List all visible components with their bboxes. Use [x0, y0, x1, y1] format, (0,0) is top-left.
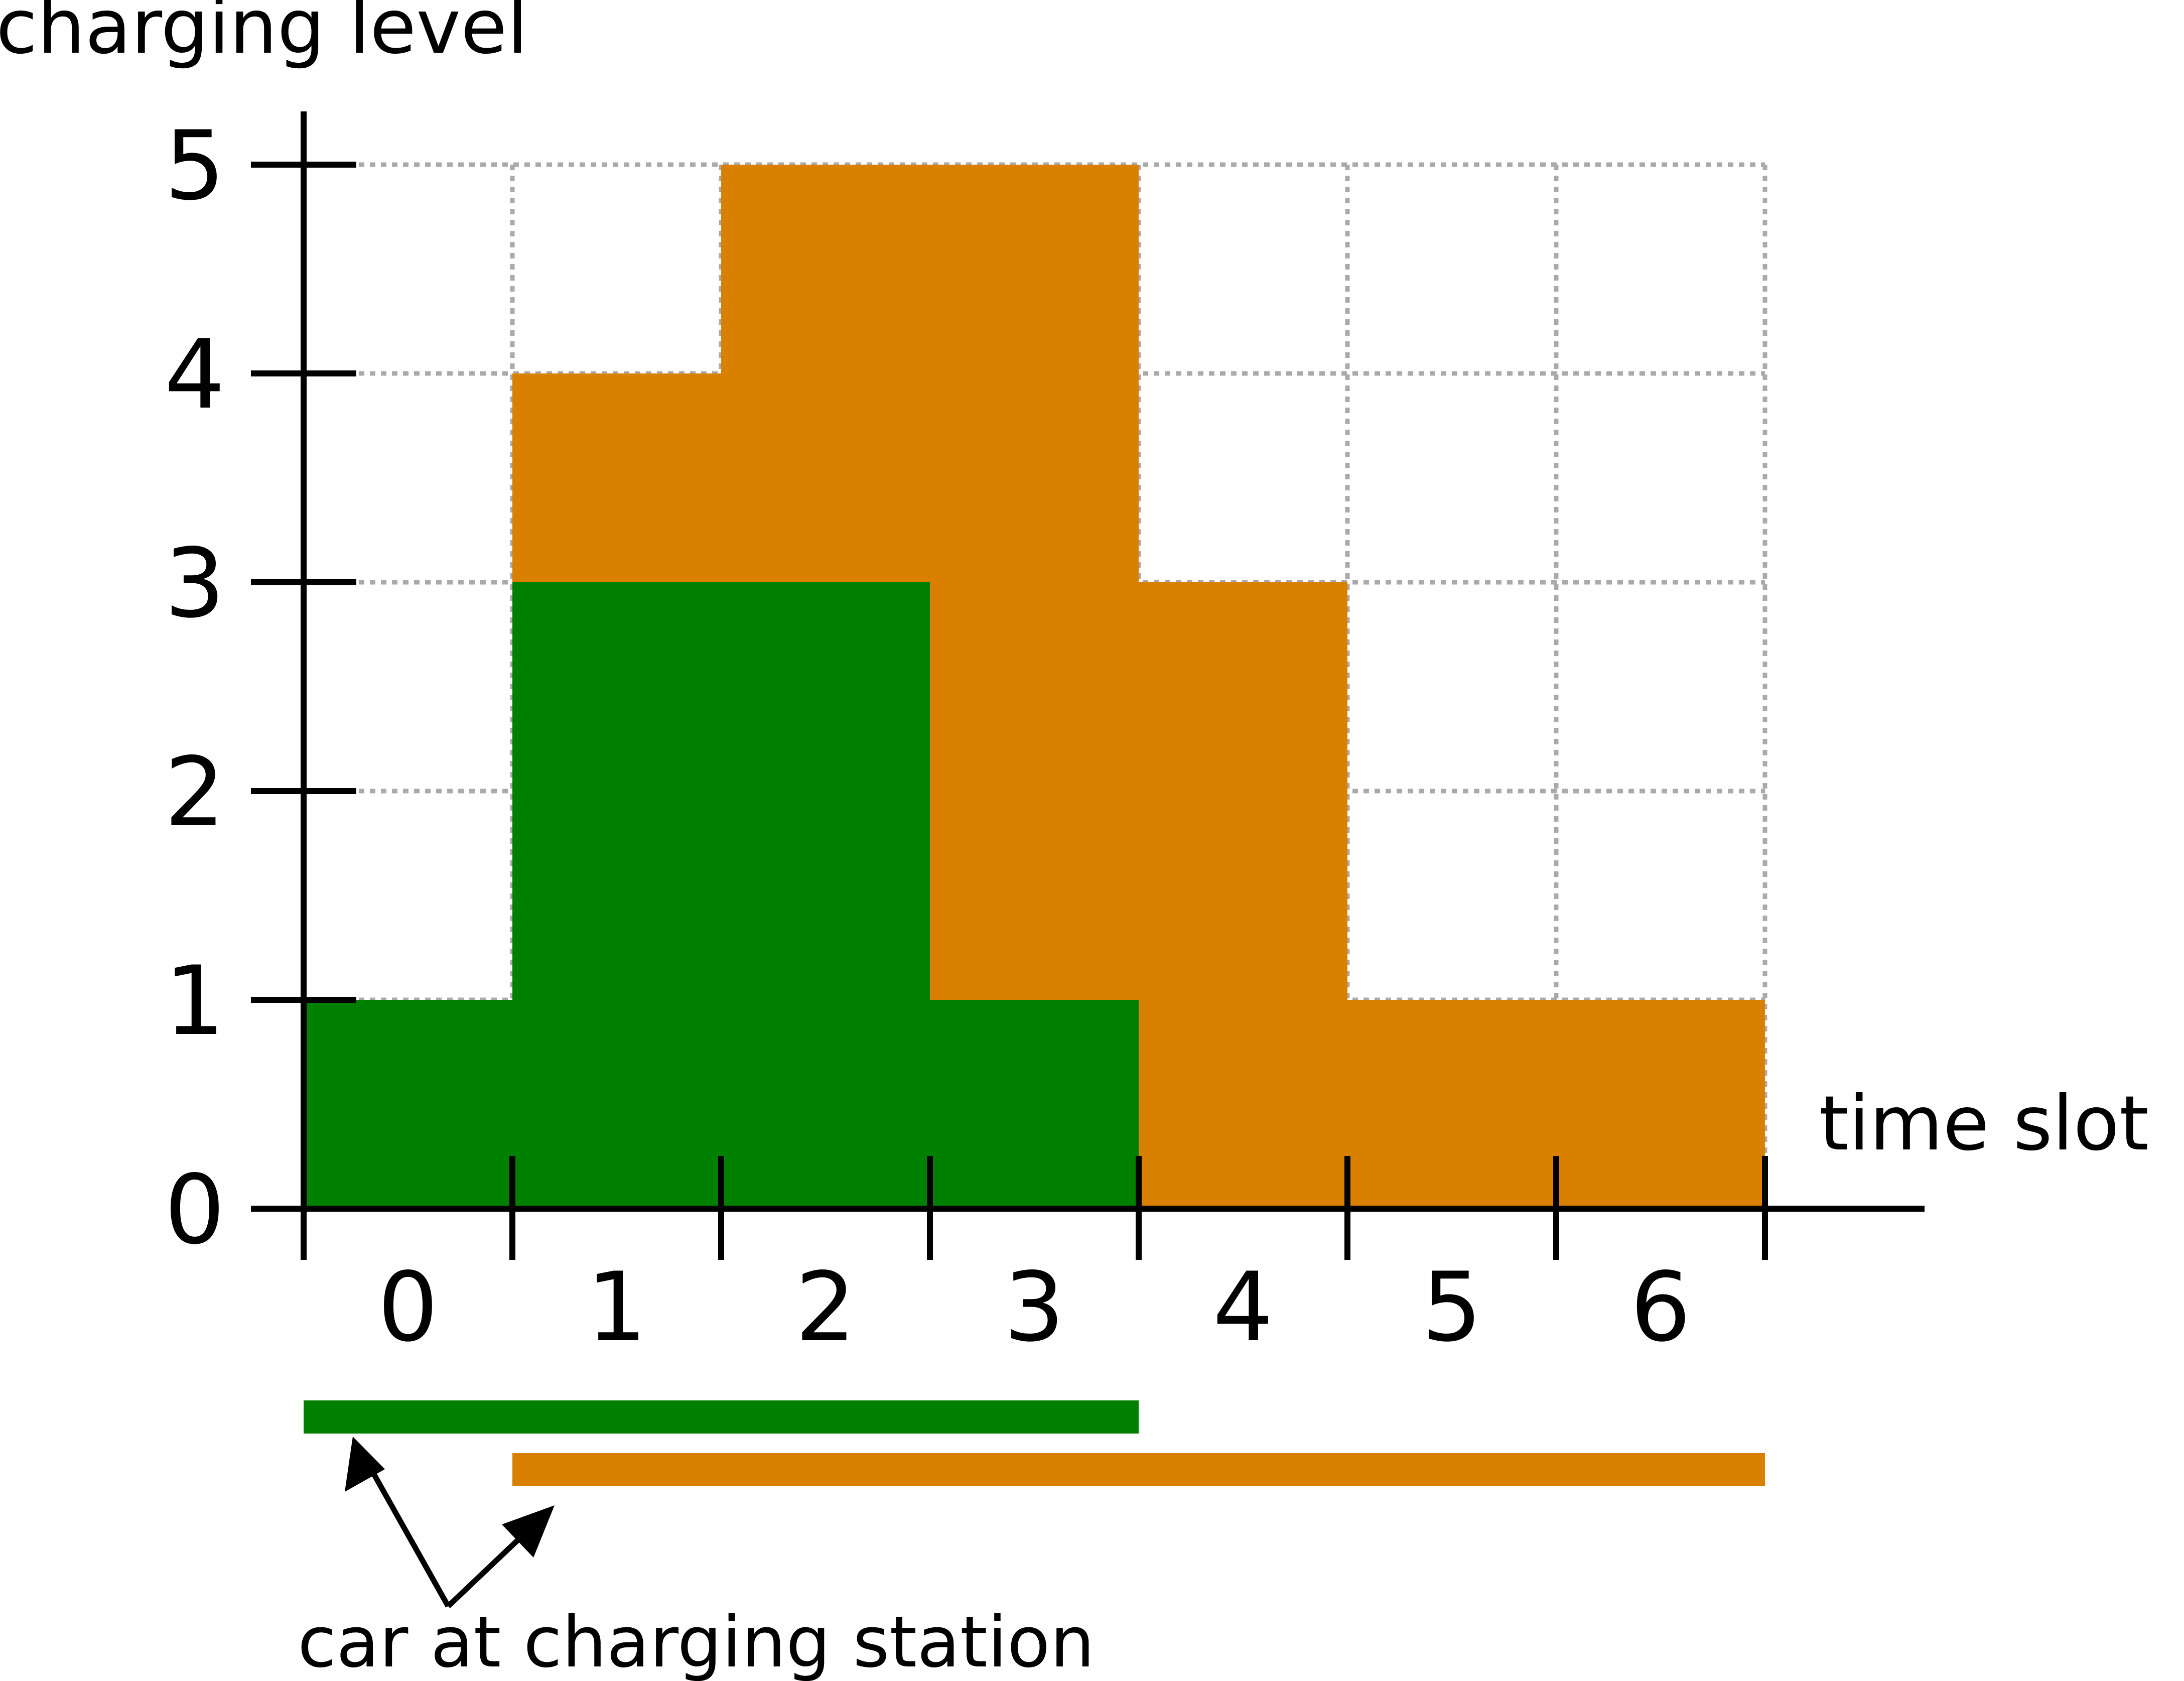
x-tick-label: 4	[1213, 1252, 1274, 1363]
arrowhead-green	[345, 1437, 385, 1492]
annotation-label: car at charging station	[298, 1602, 1095, 1681]
bar-series1-slot-2	[721, 582, 930, 1209]
bar-series1-slot-1	[512, 582, 721, 1209]
y-tick-label: 3	[165, 528, 225, 639]
x-tick-label: 3	[1004, 1252, 1065, 1363]
x-tick-label: 6	[1630, 1252, 1691, 1363]
x-tick-label: 0	[378, 1252, 439, 1363]
y-tick-label: 4	[165, 319, 225, 430]
availability-bars	[304, 1400, 1765, 1486]
bar-series2-slot-2	[721, 165, 930, 582]
bar-series1-slot-3	[930, 1000, 1139, 1209]
y-tick-label: 2	[165, 737, 225, 848]
y-tick-label: 1	[165, 946, 225, 1057]
x-tick-label: 5	[1422, 1252, 1482, 1363]
x-tick-label: 1	[587, 1252, 647, 1363]
y-tick-label: 0	[165, 1154, 225, 1265]
arrowhead-orange	[502, 1505, 555, 1558]
x-tick-label: 2	[795, 1252, 856, 1363]
bar-series2-slot-3	[930, 165, 1139, 1000]
availability-bar-series1	[304, 1400, 1139, 1434]
bar-series2-slot-4	[1139, 582, 1347, 1209]
arrow-line-green	[364, 1459, 451, 1608]
bar-series2-slot-5	[1347, 1000, 1556, 1209]
availability-bar-series2	[512, 1453, 1765, 1486]
ticks: 0 1 2 3 4 5 6 0 1 2 3 4 5	[165, 110, 1768, 1363]
x-axis-label: time slot	[1819, 1080, 2149, 1168]
y-axis-label: charging level	[0, 0, 528, 71]
y-tick-label: 5	[165, 110, 225, 221]
bar-series2-slot-1	[512, 373, 721, 582]
bar-series1-slot-0	[304, 1000, 512, 1209]
bar-series2-slot-6	[1556, 1000, 1765, 1209]
axes	[251, 111, 1925, 1260]
annotation-arrowheads	[345, 1437, 555, 1558]
bars	[304, 165, 1765, 1209]
